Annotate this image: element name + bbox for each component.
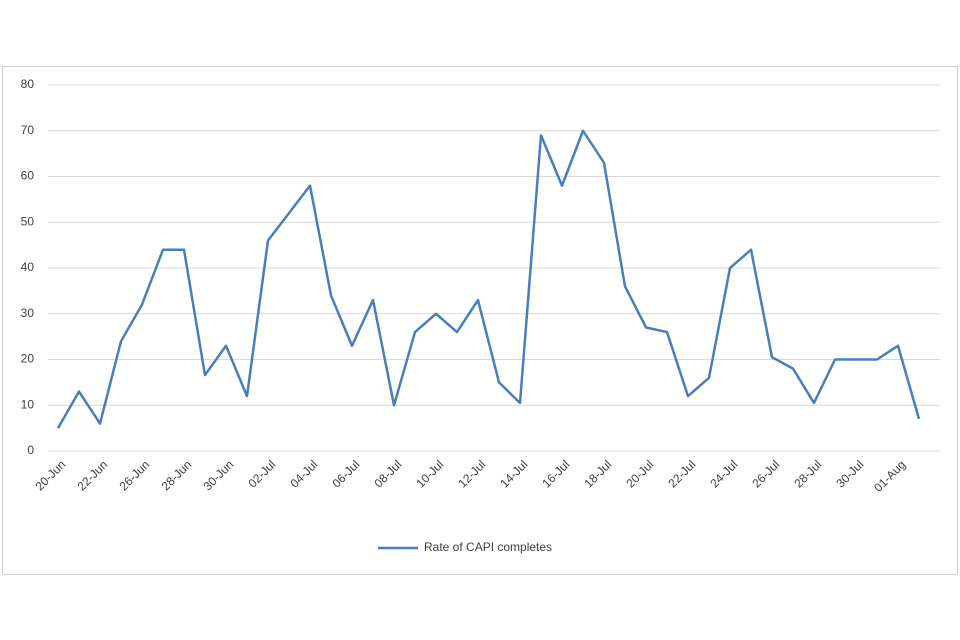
legend-label: Rate of CAPI completes bbox=[424, 540, 552, 554]
y-tick-label: 80 bbox=[21, 77, 35, 91]
y-tick-label: 60 bbox=[21, 169, 35, 183]
y-tick-label: 20 bbox=[21, 352, 35, 366]
chart-frame bbox=[2, 66, 958, 575]
y-tick-label: 30 bbox=[21, 306, 35, 320]
data-line bbox=[56, 129, 921, 429]
y-tick-label: 10 bbox=[21, 397, 35, 411]
y-tick-label: 50 bbox=[21, 214, 35, 228]
y-tick-label: 70 bbox=[21, 123, 35, 137]
y-tick-label: 40 bbox=[21, 260, 35, 274]
y-tick-label: 0 bbox=[27, 443, 34, 457]
